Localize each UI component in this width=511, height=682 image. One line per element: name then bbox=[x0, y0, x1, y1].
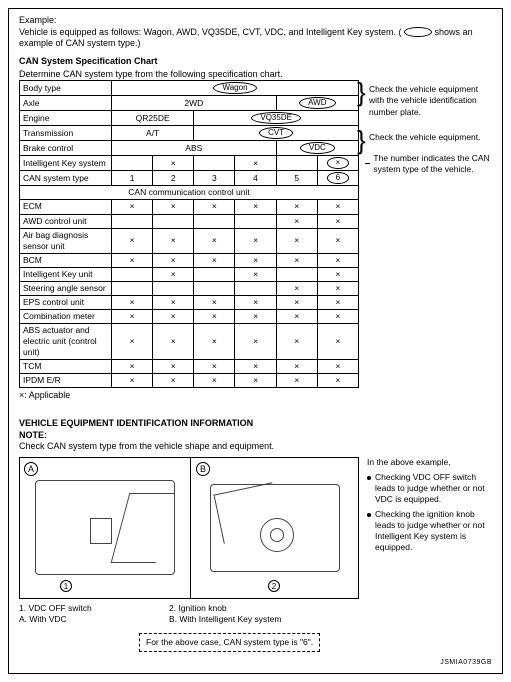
annotation-3: The number indicates the CAN system type… bbox=[373, 153, 492, 175]
spec-chart-title: CAN System Specification Chart bbox=[19, 56, 492, 68]
label-a: A bbox=[24, 462, 38, 476]
key-a: A. With VDC bbox=[19, 614, 169, 625]
diagram-notes: In the above example, Checking VDC OFF s… bbox=[359, 457, 492, 557]
right-intro: In the above example, bbox=[367, 457, 492, 468]
diagram-box: A B 1 2 bbox=[19, 457, 359, 599]
spec-chart: Body typeWagonAxle2WDAWDEngineQR25DEVQ35… bbox=[19, 80, 359, 411]
example-heading: Example: bbox=[19, 15, 57, 25]
spec-chart-subtitle: Determine CAN system type from the follo… bbox=[19, 69, 492, 81]
bullet-2: Checking the ignition knob leads to judg… bbox=[375, 509, 492, 553]
annotation-1: Check the vehicle equipment with the veh… bbox=[369, 84, 492, 117]
vei-title: VEHICLE EQUIPMENT IDENTIFICATION INFORMA… bbox=[19, 418, 492, 430]
callout-2: 2 bbox=[268, 580, 280, 592]
bullet-1: Checking VDC OFF switch leads to judge w… bbox=[375, 472, 492, 505]
vdc-switch-icon bbox=[90, 518, 112, 544]
bullet-icon bbox=[367, 476, 371, 480]
label-b: B bbox=[196, 462, 210, 476]
dashed-note: For the above case, CAN system type is "… bbox=[139, 633, 320, 652]
brace-icon: } bbox=[357, 81, 366, 104]
key-1: 1. VDC OFF switch bbox=[19, 603, 169, 614]
annotation-2: Check the vehicle equipment. bbox=[369, 132, 481, 143]
note-label: NOTE: bbox=[19, 430, 47, 440]
oval-icon bbox=[404, 27, 432, 37]
spec-table: Body typeWagonAxle2WDAWDEngineQR25DEVQ35… bbox=[19, 80, 359, 388]
callout-1: 1 bbox=[60, 580, 72, 592]
brace-icon: } bbox=[357, 129, 366, 152]
key-list: 1. VDC OFF switch 2. Ignition knob A. Wi… bbox=[19, 603, 492, 625]
legend: ×: Applicable bbox=[19, 390, 359, 402]
note-text: Check CAN system type from the vehicle s… bbox=[19, 441, 492, 453]
key-b: B. With Intelligent Key system bbox=[169, 614, 319, 625]
footer-code: JSMIA0739GB bbox=[19, 658, 492, 667]
example-text-before: Vehicle is equipped as follows: Wagon, A… bbox=[19, 27, 402, 37]
bullet-icon bbox=[367, 513, 371, 517]
annotations: } Check the vehicle equipment with the v… bbox=[359, 80, 492, 180]
arrow-icon bbox=[365, 163, 370, 164]
example-section: Example: Vehicle is equipped as follows:… bbox=[19, 15, 492, 50]
key-2: 2. Ignition knob bbox=[169, 603, 319, 614]
